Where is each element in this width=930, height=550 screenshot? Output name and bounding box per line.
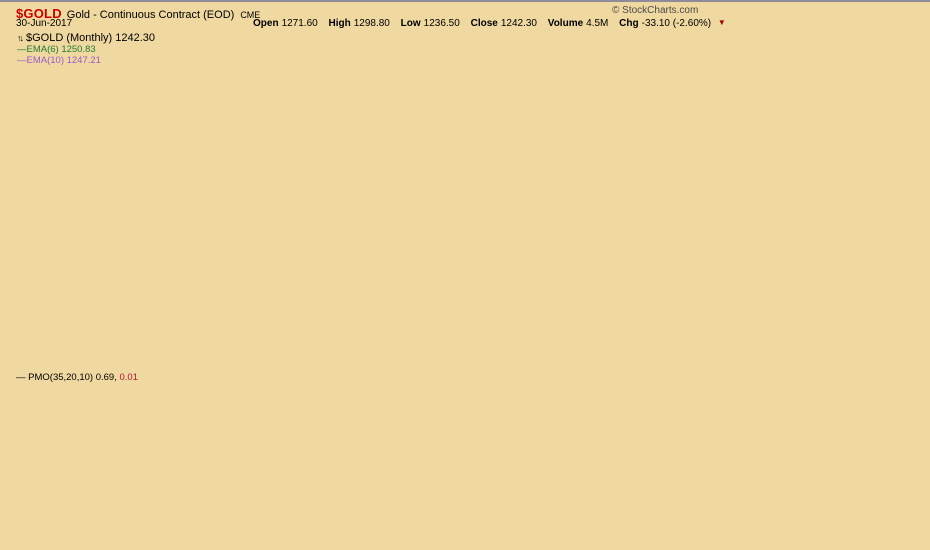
close-value: 1242.30 bbox=[500, 18, 537, 29]
close-label: Close bbox=[470, 18, 498, 29]
title-row: $GOLD Gold - Continuous Contract (EOD) CME bbox=[16, 5, 260, 23]
low-label: Low bbox=[400, 18, 421, 29]
high-value: 1298.80 bbox=[353, 18, 390, 29]
chart-date: 30-Jun-2017 bbox=[16, 18, 73, 29]
exchange-label: CME bbox=[240, 10, 261, 20]
price-down-arrow-icon: ▼ bbox=[717, 18, 726, 27]
high-label: High bbox=[328, 18, 351, 29]
volume-value: 4.5M bbox=[586, 18, 609, 29]
open-value: 1271.60 bbox=[281, 18, 318, 29]
chg-label: Chg bbox=[619, 18, 639, 29]
chg-value: -33.10 (-2.60%) bbox=[641, 18, 712, 29]
open-label: Open bbox=[253, 18, 279, 29]
low-value: 1236.50 bbox=[423, 18, 460, 29]
quote-bar: Open 1271.60 High 1298.80 Low 1236.50 Close… bbox=[253, 18, 726, 29]
copyright: © StockCharts.com bbox=[612, 5, 699, 16]
volume-label: Volume bbox=[547, 18, 584, 29]
instrument-name: Gold - Continuous Contract (EOD) bbox=[66, 9, 235, 21]
ticker-symbol: $GOLD bbox=[16, 6, 62, 21]
